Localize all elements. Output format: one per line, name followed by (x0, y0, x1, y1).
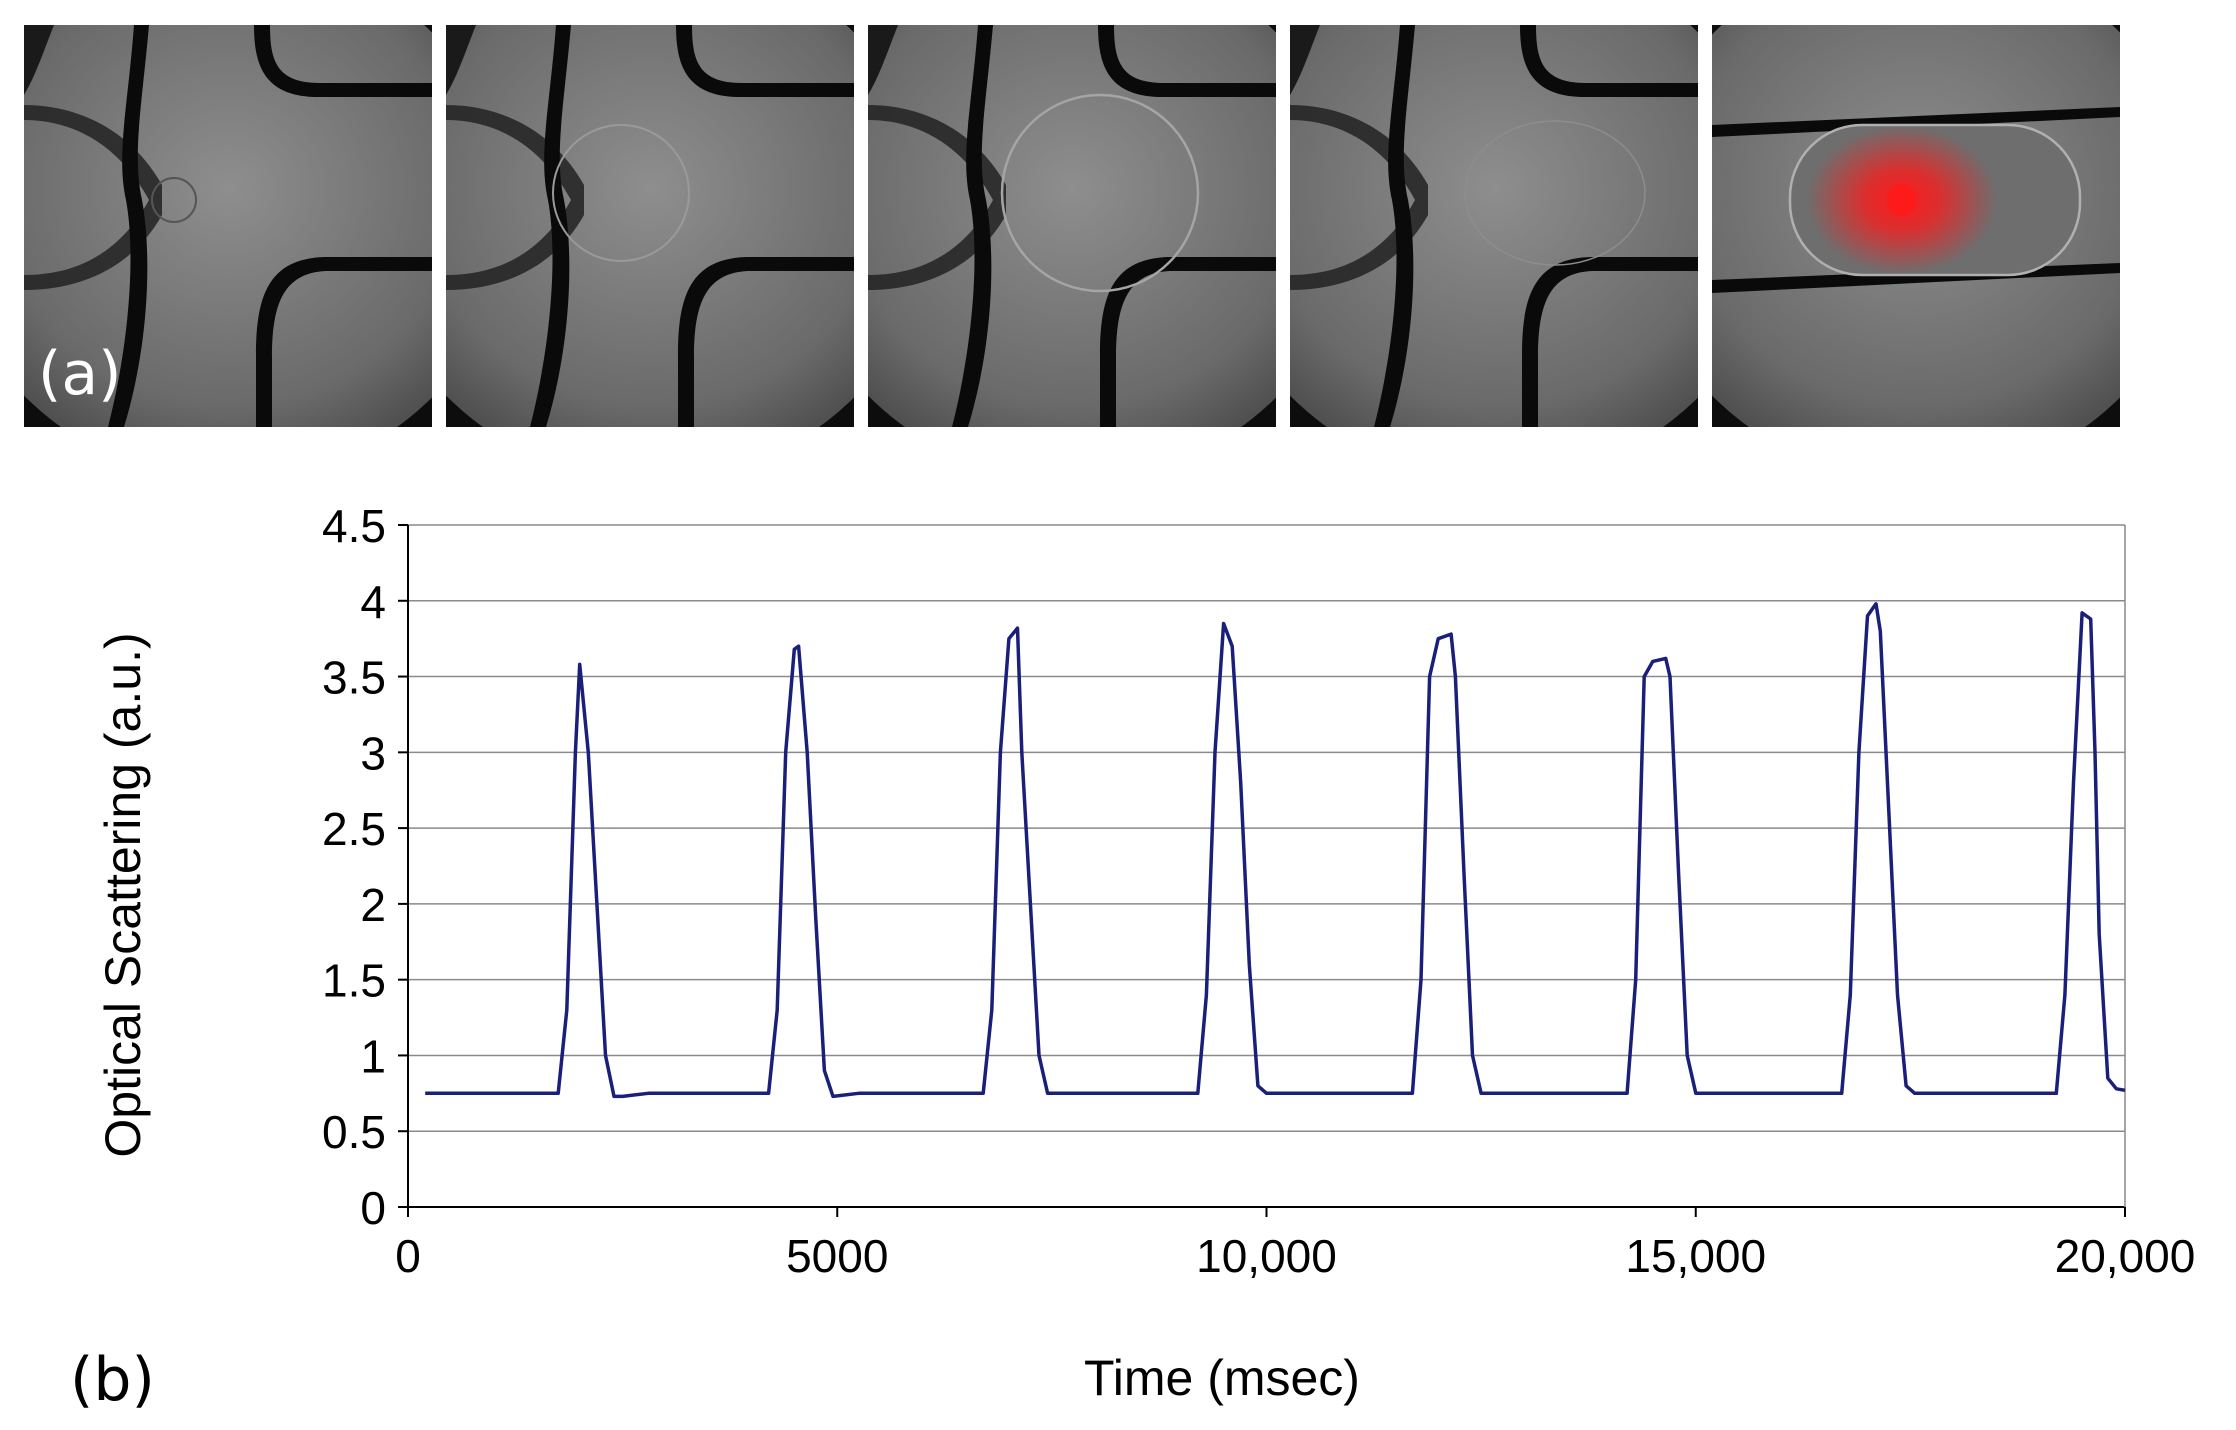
x-tick-label: 0 (395, 1230, 421, 1282)
droplet-frame-1: (a) (24, 25, 432, 427)
x-tick-label: 5000 (786, 1230, 888, 1282)
y-tick-label: 2.5 (322, 803, 386, 855)
y-tick-label: 4.5 (322, 500, 386, 552)
axes (398, 524, 2126, 1217)
grid-lines (408, 524, 2125, 1132)
y-tick-label: 0 (360, 1182, 386, 1234)
y-tick-label: 2 (360, 879, 386, 931)
droplet-frame-3 (868, 25, 1276, 427)
y-tick-label: 3.5 (322, 652, 386, 704)
panel-label-a: (a) (38, 339, 122, 409)
x-tick-labels: 0 5000 10,000 15,000 20,000 (395, 1230, 2195, 1282)
x-tick-label: 15,000 (1625, 1230, 1766, 1282)
droplet-frame-2 (446, 25, 854, 427)
y-tick-labels: 0 0.5 1 1.5 2 2.5 3 3.5 4 4.5 (322, 500, 386, 1234)
scattering-series-line (425, 602, 2126, 1099)
y-axis-label: Optical Scattering (a.u.) (95, 632, 151, 1157)
droplet-frame-4 (1290, 25, 1698, 427)
y-tick-label: 4 (360, 576, 386, 628)
scattering-chart: 0 0.5 1 1.5 2 2.5 3 3.5 4 4.5 0 5000 10,000 15,000 20… (95, 500, 2195, 1406)
x-axis-label: Time (msec) (1084, 1350, 1360, 1406)
panel-label-b: (b) (70, 1345, 155, 1415)
droplet-frame-5 (1712, 25, 2120, 427)
y-tick-label: 0.5 (322, 1106, 386, 1158)
y-tick-label: 1 (360, 1030, 386, 1082)
x-tick-label: 10,000 (1196, 1230, 1337, 1282)
y-tick-label: 3 (360, 727, 386, 779)
x-tick-label: 20,000 (2055, 1230, 2196, 1282)
y-tick-label: 1.5 (322, 955, 386, 1007)
